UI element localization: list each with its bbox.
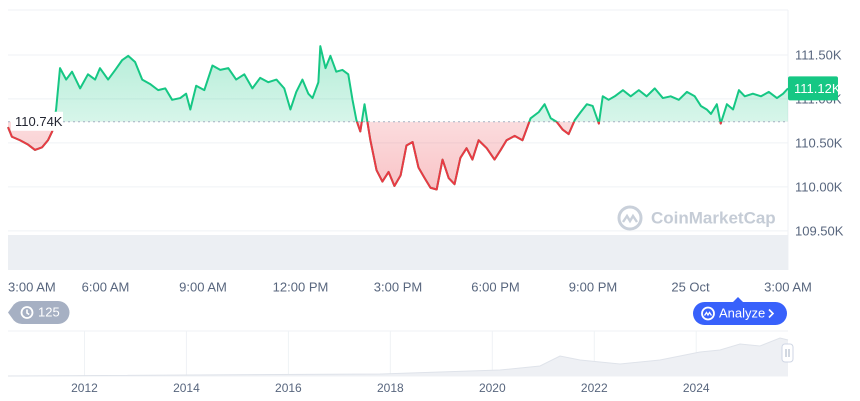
navigator-year-label: 2024 xyxy=(683,381,710,395)
volume-area xyxy=(8,235,788,270)
y-tick-label: 111.50K xyxy=(795,47,842,62)
x-tick-label: 3:00 AM xyxy=(764,279,812,294)
x-tick-label: 12:00 PM xyxy=(273,279,329,294)
x-tick-label: 3:00 PM xyxy=(374,279,422,294)
navigator-year-label: 2020 xyxy=(479,381,506,395)
watermark: CoinMarketCap xyxy=(617,205,776,231)
x-tick-label: 9:00 PM xyxy=(569,279,617,294)
navigator-line xyxy=(7,337,789,377)
button-text[interactable]: Analyze xyxy=(719,305,765,320)
button-icon xyxy=(701,306,715,321)
navigator-year-label: 2012 xyxy=(71,381,98,395)
analyze-button[interactable]: Analyze xyxy=(693,297,787,325)
baseline-label-bg xyxy=(11,111,63,131)
button-chevron xyxy=(768,308,775,319)
navigator-year-label: 2016 xyxy=(275,381,302,395)
navigator-year-label: 2018 xyxy=(377,381,404,395)
navigator: 2012 2014 2016 2018 2020 2022 2024 xyxy=(7,330,794,395)
watermark-text: CoinMarketCap xyxy=(651,208,776,227)
y-tick-label: 109.50K xyxy=(795,223,844,238)
navigator-year-label: 2014 xyxy=(173,381,200,395)
price-label-bg xyxy=(788,76,838,101)
badge-text: 125 xyxy=(38,304,60,319)
watermark-logo-mark xyxy=(622,213,638,224)
price-line-below xyxy=(7,121,723,191)
button-icon-mark xyxy=(703,311,713,317)
badge-icon xyxy=(20,306,34,319)
y-tick-label: 110.50K xyxy=(795,135,843,150)
area-above xyxy=(8,46,788,122)
x-tick-label: 6:00 AM xyxy=(82,279,130,294)
x-tick-label: 3:00 AM xyxy=(8,279,56,294)
x-tick-label: 9:00 AM xyxy=(179,279,227,294)
x-tick-label: 25 Oct xyxy=(671,279,710,294)
navigator-handle[interactable] xyxy=(781,343,794,363)
watermark-logo xyxy=(617,205,643,231)
badge-icon-hands xyxy=(26,309,30,316)
button-bg[interactable] xyxy=(693,302,787,325)
badge-bg[interactable] xyxy=(8,301,70,324)
history-badge[interactable]: 125 xyxy=(8,301,70,324)
baseline-label: 110.74K xyxy=(15,114,63,129)
button-pointer xyxy=(733,297,743,302)
navigator-year-label: 2022 xyxy=(581,381,608,395)
navigator-area xyxy=(8,338,788,376)
x-tick-label: 6:00 PM xyxy=(471,279,519,294)
y-tick-label: 110.00K xyxy=(795,179,843,194)
plot: 110.74K xyxy=(7,45,789,232)
price-label: 111.12K xyxy=(794,81,841,96)
